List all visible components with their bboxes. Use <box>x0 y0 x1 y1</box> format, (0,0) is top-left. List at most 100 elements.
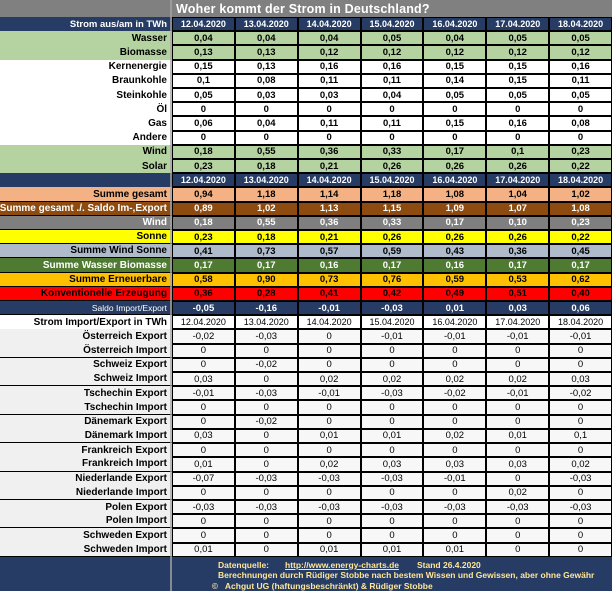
value-cell: -0,03 <box>234 471 298 486</box>
value-cell: -0,01 <box>297 301 361 316</box>
value-cell: 0,17 <box>423 215 487 231</box>
row-label: Summe Wasser Biomasse <box>0 258 172 273</box>
row-label: Summe gesamt ./. Saldo Im-,Export <box>0 201 172 216</box>
row-label: Dänemark Import <box>0 428 172 444</box>
value-cell: 0,03 <box>486 301 550 316</box>
value-cell: 0 <box>360 414 424 429</box>
value-cell: 0 <box>549 400 612 415</box>
value-cell: 0,28 <box>234 286 298 302</box>
value-cell: 0,62 <box>549 272 612 287</box>
value-cell: -0,05 <box>172 301 235 316</box>
value-cell: 0,41 <box>297 286 361 302</box>
date-header: 16.04.2020 <box>423 17 487 32</box>
value-cell: 0,10 <box>486 215 550 231</box>
value-cell: 0,18 <box>172 144 235 160</box>
value-cell: 0 <box>423 528 487 543</box>
value-cell: 0,1 <box>486 144 550 160</box>
value-cell: 1,13 <box>297 201 361 216</box>
footer: Datenquelle: http://www.energy-charts.de S… <box>0 557 612 591</box>
value-cell: -0,02 <box>549 386 612 401</box>
value-cell: 0,17 <box>172 258 235 273</box>
value-cell: 0 <box>297 414 361 429</box>
value-cell: -0,03 <box>172 499 235 515</box>
value-cell: 0,49 <box>423 286 487 302</box>
value-cell: 0,17 <box>360 258 424 273</box>
value-cell: 0,59 <box>423 272 487 287</box>
value-cell: -0,02 <box>234 414 298 429</box>
value-cell: -0,01 <box>486 386 550 401</box>
date-header: 13.04.2020 <box>234 315 298 330</box>
value-cell: 0,40 <box>549 286 612 302</box>
date-header: 16.04.2020 <box>423 173 487 188</box>
value-cell: 0,17 <box>423 144 487 160</box>
value-cell: 0,13 <box>172 45 235 60</box>
value-cell: 0,12 <box>549 45 612 60</box>
value-cell: 0,12 <box>297 45 361 60</box>
value-cell: 0,16 <box>486 116 550 131</box>
value-cell: -0,01 <box>486 329 550 344</box>
value-cell: 0,02 <box>423 428 487 444</box>
value-cell: -0,01 <box>423 471 487 486</box>
value-cell: 0,17 <box>549 258 612 273</box>
value-cell: 0,57 <box>297 244 361 259</box>
value-cell: 0,89 <box>172 201 235 216</box>
value-cell: 0 <box>360 400 424 415</box>
value-cell: 0 <box>486 130 550 145</box>
value-cell: -0,01 <box>423 329 487 344</box>
value-cell: 0,03 <box>360 457 424 472</box>
value-cell: 0,06 <box>549 301 612 316</box>
value-cell: 0,02 <box>297 372 361 387</box>
value-cell: -0,02 <box>423 386 487 401</box>
value-cell: 0,05 <box>549 31 612 46</box>
value-cell: 0 <box>234 514 298 529</box>
row-label: Niederlande Import <box>0 485 172 500</box>
value-cell: 0,16 <box>297 59 361 74</box>
value-cell: 0 <box>486 343 550 358</box>
value-cell: 0,76 <box>360 272 424 287</box>
value-cell: 0 <box>360 357 424 373</box>
import-header-label: Strom Import/Export in TWh <box>0 315 172 330</box>
value-cell: 0 <box>172 357 235 373</box>
value-cell: -0,07 <box>172 471 235 486</box>
value-cell: 1,02 <box>234 201 298 216</box>
value-cell: 0 <box>423 514 487 529</box>
date-header: 14.04.2020 <box>297 315 361 330</box>
value-cell: 0,03 <box>172 428 235 444</box>
row-label: Konventionelle Erzeugung <box>0 286 172 302</box>
value-cell: 0,33 <box>360 215 424 231</box>
copyright-text: Achgut UG (haftungsbeschränkt) & Rüdiger… <box>224 580 433 591</box>
value-cell: 1,18 <box>234 187 298 202</box>
value-cell: 0,23 <box>172 230 235 245</box>
value-cell: 0 <box>172 400 235 415</box>
row-label: Summe Wind Sonne <box>0 244 172 259</box>
footer-source-line: Datenquelle: http://www.energy-charts.de S… <box>218 560 612 570</box>
value-cell: 0,08 <box>234 73 298 89</box>
value-cell: -0,03 <box>549 499 612 515</box>
value-cell: 0 <box>234 343 298 358</box>
value-cell: 0 <box>297 485 361 500</box>
value-cell: 0 <box>486 514 550 529</box>
source-link[interactable]: http://www.energy-charts.de <box>285 560 399 570</box>
value-cell: 0,03 <box>234 88 298 103</box>
value-cell: 0,12 <box>360 45 424 60</box>
value-cell: 0 <box>549 485 612 500</box>
value-cell: 0,02 <box>360 372 424 387</box>
value-cell: 0,15 <box>423 116 487 131</box>
value-cell: 0 <box>423 400 487 415</box>
value-cell: 0 <box>486 400 550 415</box>
value-cell: 0,11 <box>360 73 424 89</box>
footer-disclaimer: Berechnungen durch Rüdiger Stobbe nach b… <box>218 570 595 581</box>
value-cell: 0 <box>234 428 298 444</box>
value-cell: 0,01 <box>172 542 235 557</box>
value-cell: 0,01 <box>423 301 487 316</box>
value-cell: -0,03 <box>360 386 424 401</box>
row-label: Tschechin Export <box>0 386 172 401</box>
value-cell: 0,26 <box>423 159 487 174</box>
value-cell: 0 <box>360 343 424 358</box>
value-cell: 0 <box>360 485 424 500</box>
value-cell: 0,03 <box>172 372 235 387</box>
date-header: 13.04.2020 <box>234 173 298 188</box>
date-header: 17.04.2020 <box>486 315 550 330</box>
value-cell: 0,02 <box>486 372 550 387</box>
row-label: Summe gesamt <box>0 187 172 202</box>
